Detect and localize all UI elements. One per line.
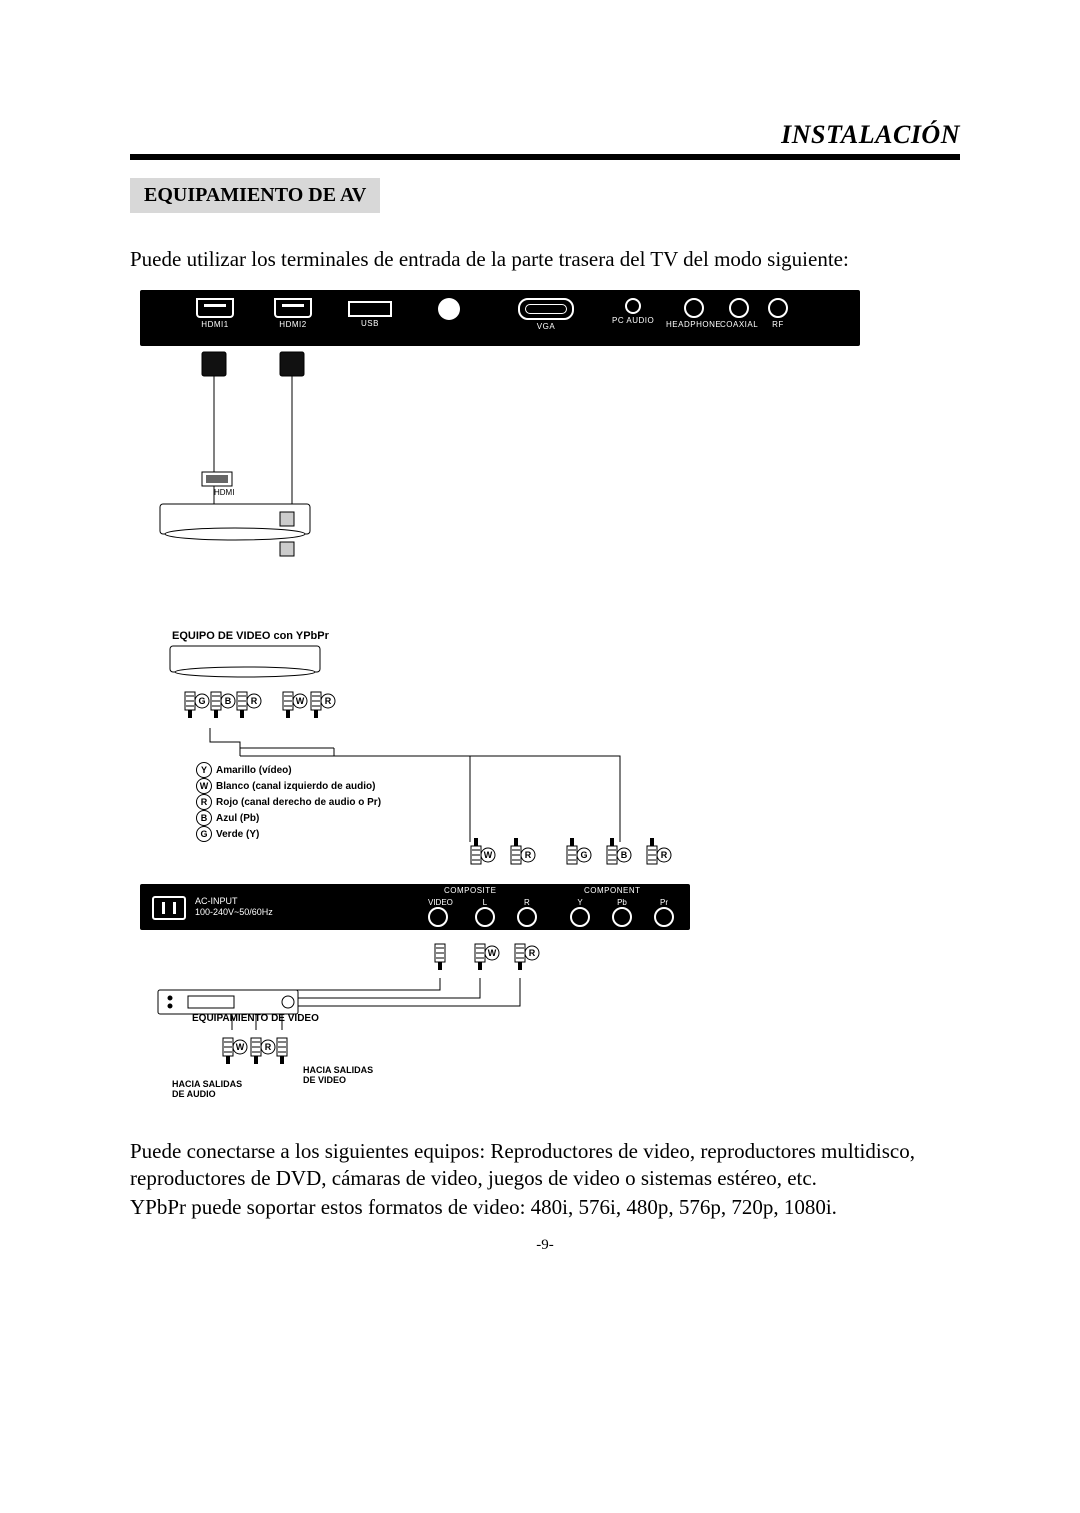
svg-text:W: W — [296, 696, 305, 706]
svg-text:B: B — [621, 850, 628, 860]
svg-text:R: R — [251, 696, 258, 706]
svg-text:R: R — [325, 696, 332, 706]
page-header: INSTALACIÓN — [130, 120, 960, 150]
svg-text:R: R — [265, 1042, 272, 1052]
connection-diagram: HDMI1 HDMI2 USB VGA PC AUDIO — [140, 290, 860, 1110]
svg-text:W: W — [236, 1042, 245, 1052]
page-number: -9- — [130, 1237, 960, 1254]
footer-paragraph-2: YPbPr puede soportar estos formatos de v… — [130, 1194, 960, 1221]
footer-paragraph-1: Puede conectarse a los siguientes equipo… — [130, 1138, 960, 1192]
diagram-svg: G B R W R — [140, 290, 860, 1110]
svg-text:R: R — [525, 850, 532, 860]
svg-text:G: G — [198, 696, 205, 706]
intro-text: Puede utilizar los terminales de entrada… — [130, 247, 960, 272]
svg-text:R: R — [661, 850, 668, 860]
svg-text:W: W — [484, 850, 493, 860]
svg-text:W: W — [488, 948, 497, 958]
svg-text:R: R — [529, 948, 536, 958]
svg-text:B: B — [225, 696, 232, 706]
section-heading: EQUIPAMIENTO DE AV — [130, 178, 380, 213]
header-rule — [130, 154, 960, 160]
svg-text:G: G — [580, 850, 587, 860]
